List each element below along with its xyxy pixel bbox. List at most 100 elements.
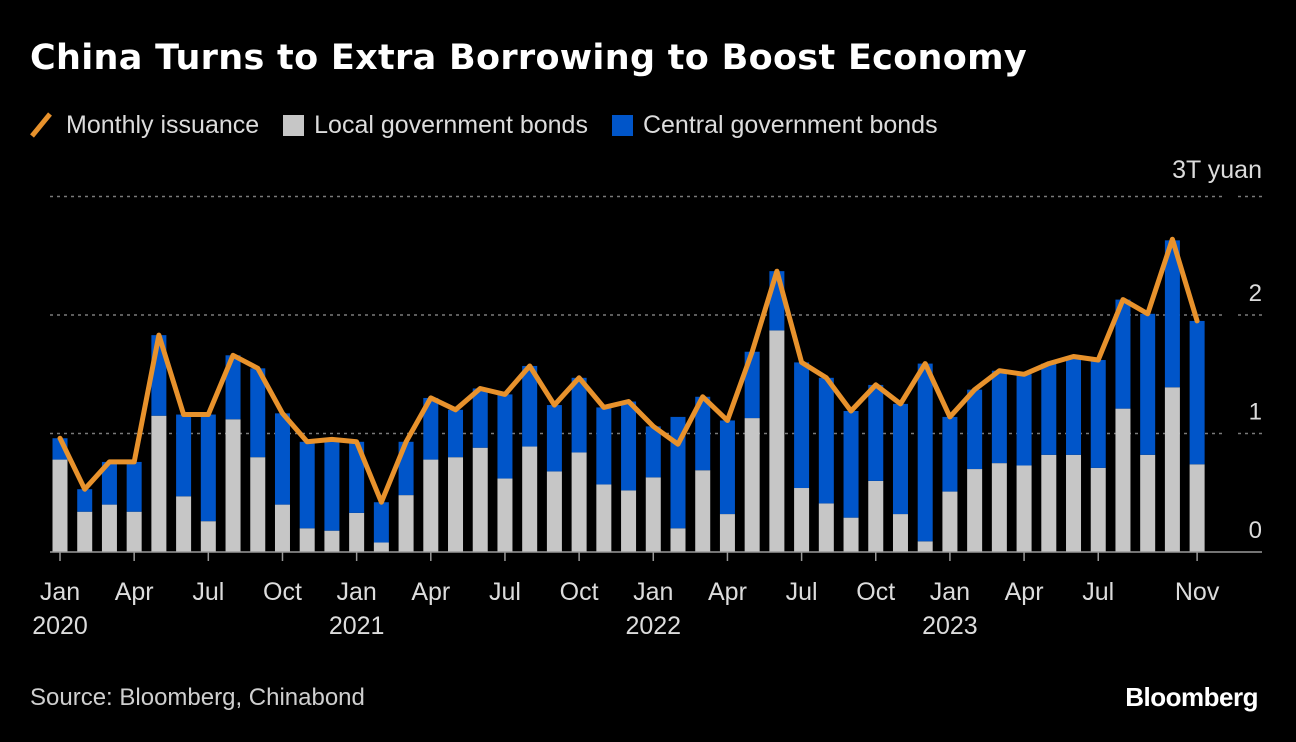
- bar-local-2020-08: [225, 419, 241, 552]
- bar-local-2022-06: [769, 330, 785, 552]
- bar-local-2023-03: [991, 463, 1007, 552]
- bar-local-2023-11: [1189, 464, 1205, 552]
- bar-central-2021-07: [497, 394, 513, 479]
- bar-central-2020-11: [299, 441, 315, 529]
- bar-local-2021-08: [522, 446, 538, 552]
- x-tick-label-apr-3: Apr: [115, 578, 154, 606]
- bar-central-2021-09: [546, 405, 562, 472]
- bar-local-2020-09: [250, 457, 266, 552]
- central-swatch-icon: [611, 114, 633, 136]
- x-tick-label-jan-36: Jan: [930, 578, 970, 606]
- x-tick-label-jan-24: Jan: [633, 578, 673, 606]
- bar-local-2022-04: [719, 514, 735, 552]
- bar-central-2022-03: [695, 396, 711, 471]
- bar-local-2023-01: [942, 491, 958, 552]
- bar-local-2020-07: [200, 521, 216, 552]
- bar-central-2023-06: [1066, 356, 1082, 455]
- bar-local-2022-05: [744, 418, 760, 552]
- x-tick-label-oct-21: Oct: [560, 578, 599, 606]
- bar-local-2022-08: [818, 503, 834, 552]
- bar-central-2022-12: [917, 363, 933, 542]
- bar-local-2020-02: [77, 511, 93, 552]
- x-tick-label-apr-15: Apr: [411, 578, 450, 606]
- bar-central-2020-06: [176, 414, 192, 497]
- bar-local-2022-11: [892, 514, 908, 552]
- bar-local-2020-01: [52, 459, 68, 552]
- bar-central-2020-09: [250, 368, 266, 458]
- bar-central-2022-04: [719, 420, 735, 515]
- bar-central-2020-02: [77, 489, 93, 512]
- bar-local-2021-11: [596, 484, 612, 552]
- x-tick-label-nov-46: Nov: [1175, 578, 1220, 606]
- bar-central-2023-02: [967, 389, 983, 470]
- x-tick-label-jan-0: Jan: [40, 578, 80, 606]
- bar-central-2022-02: [670, 416, 686, 529]
- y-tick-label-1: 1: [1249, 399, 1262, 426]
- y-unit-label: 3T yuan: [1172, 156, 1262, 184]
- chart-title: China Turns to Extra Borrowing to Boost …: [30, 38, 1028, 78]
- bar-local-2023-04: [1016, 465, 1032, 552]
- bar-central-2023-11: [1189, 320, 1205, 465]
- bar-central-2021-06: [472, 388, 488, 448]
- bar-central-2021-12: [621, 401, 637, 491]
- bar-central-2021-04: [423, 397, 439, 460]
- bar-local-2020-03: [101, 504, 117, 552]
- bar-central-2023-03: [991, 370, 1007, 464]
- x-tick-label-apr-27: Apr: [708, 578, 747, 606]
- x-tick-label-oct-9: Oct: [263, 578, 302, 606]
- bar-local-2021-10: [571, 452, 587, 552]
- source-note: Source: Bloomberg, Chinabond: [30, 684, 365, 711]
- local-swatch-icon: [283, 114, 305, 136]
- bar-central-2020-04: [126, 461, 142, 512]
- bar-local-2022-10: [868, 480, 884, 552]
- bar-local-2021-04: [423, 459, 439, 552]
- bar-central-2020-12: [324, 439, 340, 531]
- bar-central-2023-01: [942, 416, 958, 492]
- x-tick-label-apr-39: Apr: [1005, 578, 1044, 606]
- bar-local-2022-03: [695, 470, 711, 552]
- bar-local-2023-09: [1140, 454, 1156, 552]
- bar-local-2021-01: [349, 512, 365, 552]
- bar-central-2021-05: [448, 409, 464, 458]
- bar-central-2023-10: [1164, 240, 1180, 388]
- bar-central-2020-08: [225, 355, 241, 420]
- bar-central-2020-03: [101, 461, 117, 505]
- bar-local-2021-09: [546, 471, 562, 552]
- bar-local-2023-06: [1066, 454, 1082, 552]
- bar-local-2022-12: [917, 541, 933, 552]
- bar-local-2022-09: [843, 517, 859, 552]
- bar-central-2023-08: [1115, 299, 1131, 409]
- x-tick-label-jan-12: Jan: [336, 578, 376, 606]
- bar-local-2023-05: [1041, 454, 1057, 552]
- x-tick-label-jul-30: Jul: [786, 578, 818, 606]
- bar-local-2023-10: [1164, 387, 1180, 552]
- x-tick-label-jul-42: Jul: [1082, 578, 1114, 606]
- x-tick-label-oct-33: Oct: [856, 578, 895, 606]
- bar-local-2020-12: [324, 530, 340, 552]
- x-year-label-2023: 2023: [922, 612, 978, 640]
- bar-central-2021-01: [349, 441, 365, 513]
- x-tick-label-jul-18: Jul: [489, 578, 521, 606]
- x-year-label-2021: 2021: [329, 612, 385, 640]
- bar-central-2023-09: [1140, 313, 1156, 455]
- bar-local-2023-08: [1115, 408, 1131, 552]
- bar-central-2021-02: [373, 502, 389, 543]
- bar-local-2020-10: [274, 504, 290, 552]
- y-tick-label-2: 2: [1249, 280, 1262, 307]
- legend-item-local: Local government bonds: [283, 111, 588, 140]
- bar-local-2020-04: [126, 511, 142, 552]
- bar-central-2022-10: [868, 384, 884, 481]
- bar-local-2020-05: [151, 415, 167, 552]
- bar-local-2022-01: [645, 477, 661, 552]
- y-tick-label-0: 0: [1249, 517, 1262, 544]
- bar-local-2021-05: [448, 457, 464, 552]
- legend-label-local: Local government bonds: [314, 110, 588, 139]
- bar-central-2021-10: [571, 377, 587, 453]
- legend: Monthly issuance Local government bonds …: [30, 108, 962, 142]
- bar-central-2023-05: [1041, 363, 1057, 455]
- legend-label-central: Central government bonds: [642, 110, 938, 139]
- bar-local-2023-07: [1090, 467, 1106, 552]
- bar-local-2020-11: [299, 528, 315, 552]
- bar-central-2020-07: [200, 414, 216, 522]
